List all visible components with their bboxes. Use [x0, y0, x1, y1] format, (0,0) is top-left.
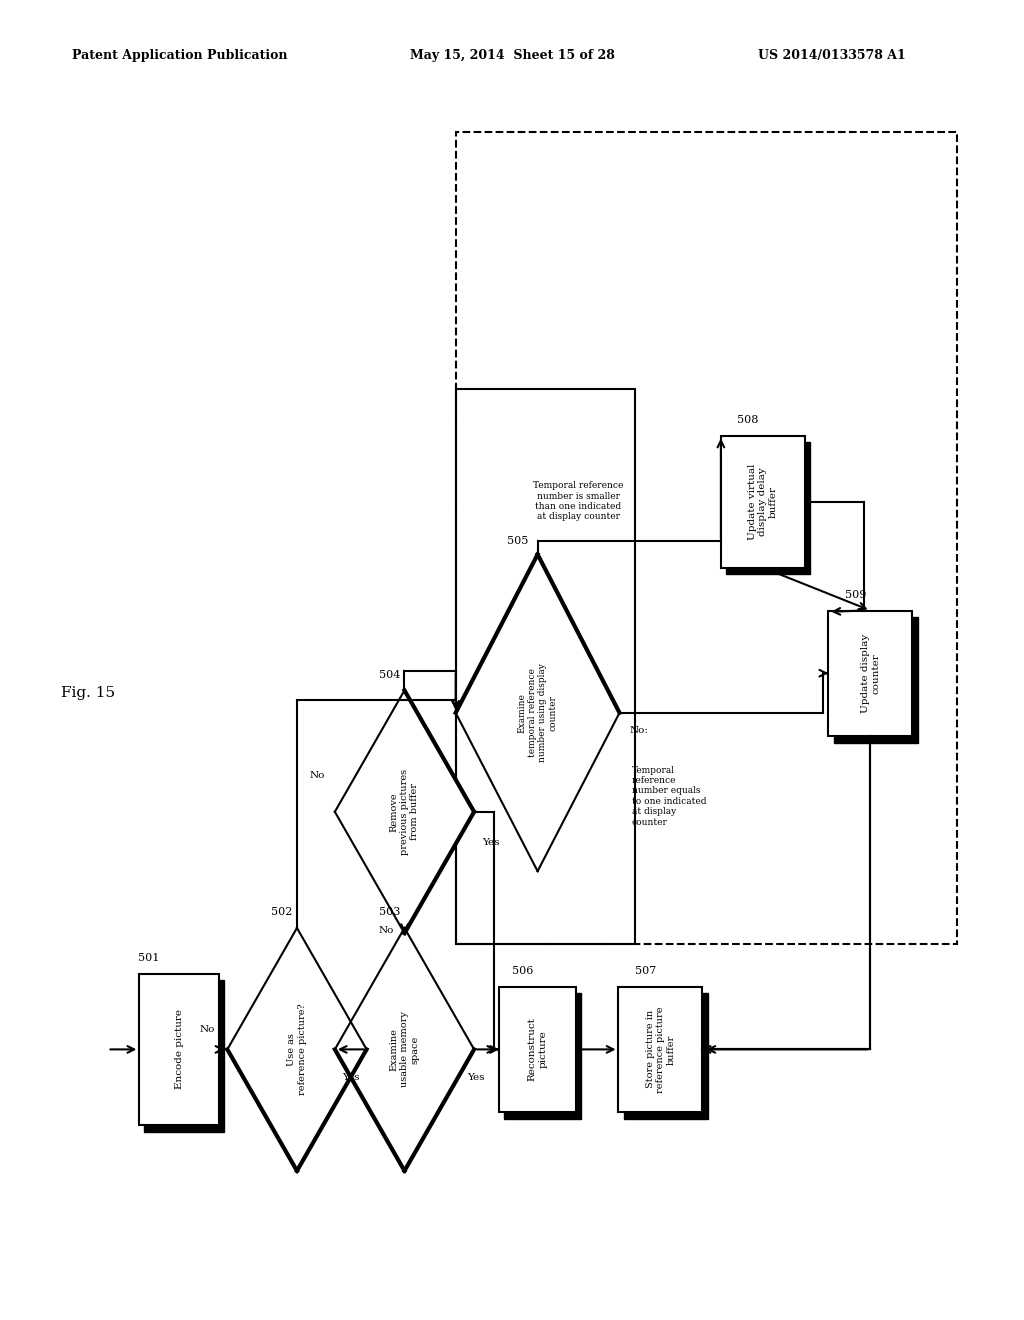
Polygon shape: [456, 554, 620, 871]
Polygon shape: [335, 928, 474, 1171]
Text: US 2014/0133578 A1: US 2014/0133578 A1: [758, 49, 905, 62]
Text: Update display
counter: Update display counter: [861, 634, 880, 713]
Polygon shape: [335, 690, 474, 933]
Text: Update virtual
display delay
buffer: Update virtual display delay buffer: [748, 463, 778, 540]
Bar: [456, 389, 635, 944]
Text: Encode picture: Encode picture: [175, 1010, 183, 1089]
Text: Examine
temporal reference
number using display
counter: Examine temporal reference number using …: [517, 664, 558, 762]
Text: Temporal reference
number is smaller
than one indicated
at display counter: Temporal reference number is smaller tha…: [534, 482, 624, 521]
Text: No: No: [200, 1026, 215, 1034]
Bar: [500, 987, 575, 1111]
Text: Fig. 15: Fig. 15: [61, 686, 116, 700]
Text: 506: 506: [512, 966, 534, 977]
Text: Yes: Yes: [468, 1073, 485, 1082]
Bar: [721, 436, 805, 568]
Text: 501: 501: [138, 953, 160, 964]
Text: Store picture in
reference picture
buffer: Store picture in reference picture buffe…: [645, 1006, 676, 1093]
Text: No: No: [379, 927, 394, 935]
Text: Temporal
reference
number equals
to one indicated
at display
counter: Temporal reference number equals to one …: [632, 766, 707, 826]
Text: 502: 502: [271, 907, 293, 917]
Text: 504: 504: [379, 669, 400, 680]
Text: May 15, 2014  Sheet 15 of 28: May 15, 2014 Sheet 15 of 28: [410, 49, 614, 62]
Text: 505: 505: [507, 536, 528, 546]
Text: 503: 503: [379, 907, 400, 917]
Bar: [139, 974, 219, 1125]
Text: No:: No:: [630, 726, 648, 735]
Bar: [828, 610, 912, 737]
Text: 509: 509: [845, 590, 866, 599]
Bar: [456, 132, 957, 944]
Text: Yes: Yes: [482, 838, 500, 847]
Polygon shape: [505, 993, 582, 1119]
Text: Yes: Yes: [342, 1073, 359, 1082]
Bar: [618, 987, 702, 1111]
Text: No: No: [309, 771, 325, 780]
Text: Patent Application Publication: Patent Application Publication: [72, 49, 287, 62]
Polygon shape: [144, 979, 224, 1133]
Polygon shape: [726, 442, 810, 574]
Text: Use as
reference picture?: Use as reference picture?: [288, 1003, 306, 1096]
Polygon shape: [227, 928, 367, 1171]
Text: Examine
usable memory
space: Examine usable memory space: [389, 1011, 420, 1088]
Polygon shape: [834, 618, 918, 742]
Text: 507: 507: [635, 966, 656, 977]
Text: Reconstruct
picture: Reconstruct picture: [528, 1018, 547, 1081]
Polygon shape: [624, 993, 708, 1119]
Text: Remove
previous pictures
from buffer: Remove previous pictures from buffer: [389, 768, 420, 855]
Text: 508: 508: [737, 414, 759, 425]
